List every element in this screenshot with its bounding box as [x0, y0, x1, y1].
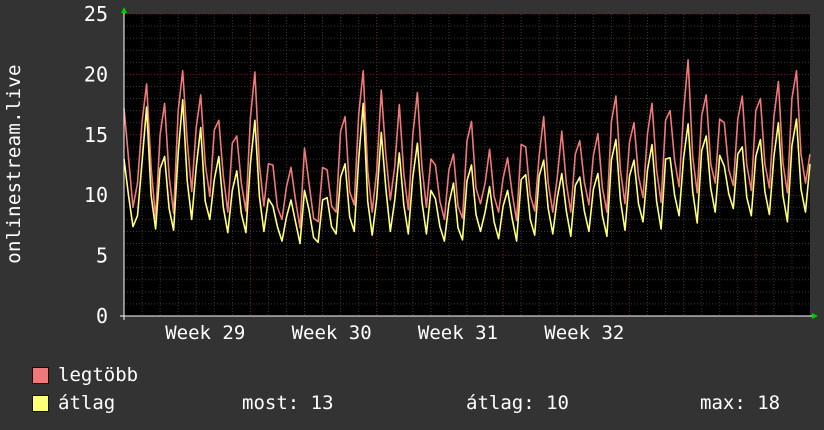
legend-swatch-max — [32, 367, 49, 384]
y-tick-label: 5 — [96, 244, 108, 268]
x-tick-labels: Week 29 Week 30 Week 31 Week 32 — [165, 322, 624, 344]
y-tick-label: 0 — [96, 304, 108, 328]
series-line-max — [123, 59, 811, 229]
y-axis-title-container: onlinestream.live — [0, 14, 28, 314]
y-tick-label: 25 — [84, 2, 108, 26]
x-tick-label: Week 31 — [418, 322, 498, 344]
x-tick-label: Week 30 — [292, 322, 372, 344]
y-axis-arrow-icon — [121, 7, 127, 13]
legend-label-max: legtöbb — [58, 364, 139, 386]
y-tick-labels: 0 5 10 15 20 25 — [84, 2, 108, 328]
series-line-average — [123, 99, 811, 245]
stat-max: max: 18 — [700, 392, 781, 414]
series-lines — [123, 59, 811, 245]
y-tick-label: 10 — [84, 183, 108, 207]
legend-swatch-avg — [32, 395, 49, 412]
x-tick-label: Week 32 — [544, 322, 624, 344]
x-axis-arrow-icon — [812, 313, 818, 319]
y-tick-label: 20 — [84, 62, 108, 86]
x-tick-label: Week 29 — [165, 322, 245, 344]
legend-label-avg: átlag — [58, 392, 116, 414]
y-tick-label: 15 — [84, 123, 108, 147]
stat-average: átlag: 10 — [466, 392, 569, 414]
stat-now: most: 13 — [242, 392, 334, 414]
y-axis-title: onlinestream.live — [3, 64, 25, 264]
